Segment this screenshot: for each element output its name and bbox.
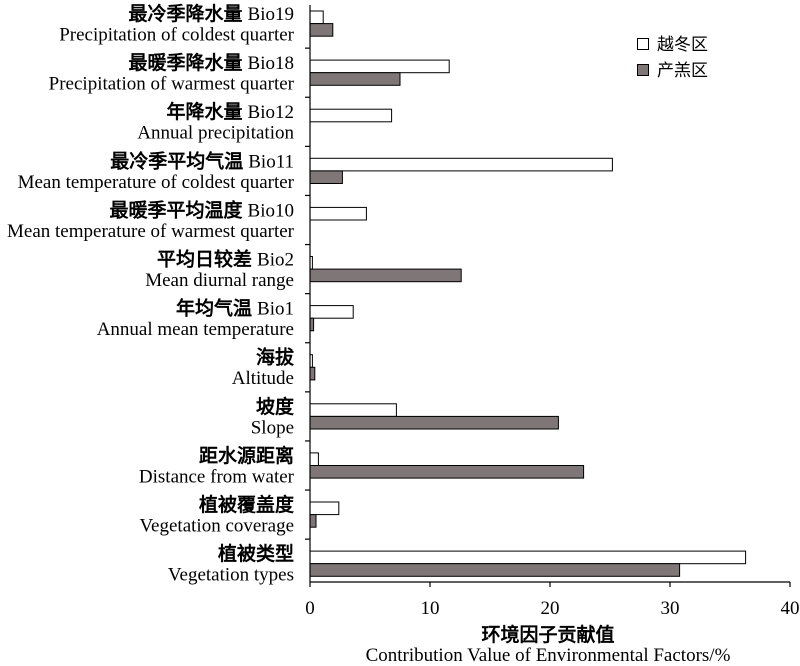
category-label-en: Mean temperature of warmest quarter [7,221,295,242]
category-label-zh: 最暖季平均温度 Bio10 [110,198,294,221]
legend-label-series-1: 越冬区 [657,35,708,54]
bar-series-1-distance-from-water [309,452,319,466]
bar-series-1-mean-temperature-of-coldest-quarter [309,157,613,172]
category-label-zh: 平均日较差 Bio2 [157,248,294,271]
category-label-en: Mean diurnal range [145,270,294,291]
x-tick-label: 0 [305,598,315,619]
bar-series-2-slope [309,415,559,430]
category-label-zh-text: 最暖季降水量 [129,51,243,74]
category-label-en: Precipitation of warmest quarter [49,74,295,95]
category-label-zh: 坡度 [256,395,295,418]
bar-series-1-vegetation-coverage [309,501,340,516]
category-label-zh-text: 植被覆盖度 [199,493,295,516]
y-axis-ticks [305,47,310,540]
bar-series-2-vegetation-coverage [309,514,317,528]
category-label-zh: 植被覆盖度 [199,493,295,516]
bar-series-1-precipitation-of-coldest-quarter [309,10,324,25]
category-label-en: Distance from water [139,466,295,487]
category-label-code: Bio10 [248,200,294,221]
category-label-code: Bio11 [248,151,294,172]
category-label-zh-text: 距水源距离 [199,444,294,467]
category-label-en: Annual mean temperature [97,319,294,340]
category-label-zh-text: 坡度 [256,395,295,418]
legend-swatch-series-2 [637,64,649,76]
category-label-en: Vegetation coverage [139,516,294,537]
category-label-zh-text: 最冷季平均气温 [110,149,243,172]
bar-series-2-distance-from-water [309,465,585,479]
category-label-zh-text: 年降水量 [167,100,243,123]
category-label-code: Bio1 [257,299,294,320]
category-label-zh: 年降水量 Bio12 [167,100,294,123]
category-label-zh-text: 最冷季降水量 [129,2,243,25]
bar-series-2-mean-diurnal-range [309,268,462,283]
category-label-zh: 植被类型 [218,542,294,565]
category-label-code: Bio2 [257,250,294,271]
legend-label-series-2: 产羔区 [657,61,708,80]
bar-series-1-slope [309,403,397,417]
category-label-code: Bio18 [248,53,294,74]
category-label-zh: 最暖季降水量 Bio18 [129,51,294,74]
legend: 越冬区 产羔区 [637,35,708,80]
x-axis-ticks: 0 10 20 30 40 [305,582,800,619]
x-tick-label: 10 [421,598,440,619]
bar-series-1-annual-mean-temperature [309,305,354,319]
bar-series-2-mean-temperature-of-coldest-quarter [309,170,343,184]
category-label-zh-text: 最暖季平均温度 [110,198,244,221]
category-label-en: Mean temperature of coldest quarter [18,172,295,193]
category-label-zh: 距水源距离 [199,444,294,467]
x-tick-label: 40 [781,598,800,619]
category-label-zh: 最冷季降水量 Bio19 [129,2,294,25]
category-label-zh-text: 植被类型 [218,542,294,565]
category-label-zh: 年均气温 Bio1 [176,297,294,320]
legend-swatch-series-1 [637,38,649,50]
bar-series-2-precipitation-of-coldest-quarter [309,23,334,37]
bar-series-1-vegetation-types [309,550,747,565]
x-tick-label: 20 [541,598,560,619]
category-label-en: Vegetation types [168,565,294,586]
bar-series-1-annual-precipitation [309,108,393,123]
category-label-code: Bio12 [248,102,294,123]
category-label-zh: 最冷季平均气温 Bio11 [110,149,294,172]
category-label-zh-text: 海拔 [256,346,295,369]
bar-series-1-precipitation-of-warmest-quarter [309,59,450,74]
x-axis-title-zh: 环境因子贡献值 [481,623,614,646]
category-label-en: Precipitation of coldest quarter [59,25,294,46]
bar-series-2-vegetation-types [309,563,681,577]
category-label-zh-text: 平均日较差 [157,248,252,271]
bar-series-2-precipitation-of-warmest-quarter [309,72,401,86]
category-label-en: Slope [251,417,294,438]
category-label-zh-text: 年均气温 [176,297,252,320]
category-label-code: Bio19 [248,4,294,25]
bar-series-2-altitude [309,366,316,381]
category-label-en: Altitude [232,368,294,389]
x-axis-title-en: Contribution Value of Environmental Fact… [366,645,731,666]
category-label-zh: 海拔 [256,346,295,369]
axes-group [309,5,790,583]
bar-series-1-mean-temperature-of-warmest-quarter [309,206,367,221]
x-tick-label: 30 [661,598,680,619]
category-label-en: Annual precipitation [137,123,294,144]
bars-group [309,10,747,577]
